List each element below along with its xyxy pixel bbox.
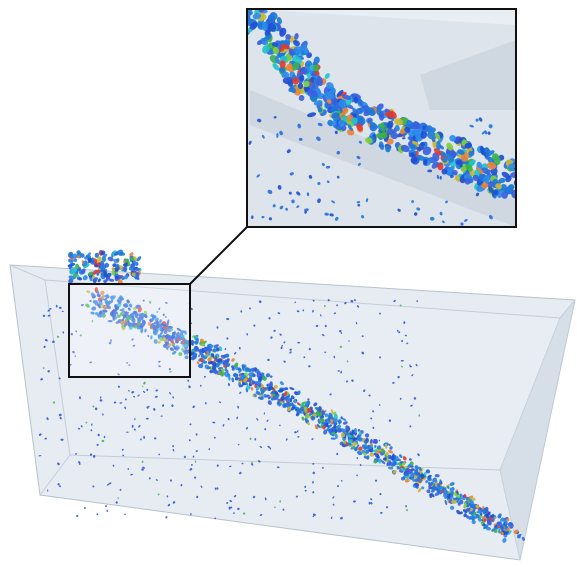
particle	[401, 360, 404, 362]
particle	[359, 439, 363, 442]
particle-render	[0, 0, 577, 567]
particle	[59, 307, 62, 309]
inset-marker	[69, 284, 190, 377]
particle	[205, 402, 207, 404]
particle	[76, 250, 80, 254]
particle	[285, 34, 291, 40]
particle	[206, 351, 208, 356]
zoom-panel	[229, 5, 526, 227]
particle	[154, 437, 157, 439]
particle	[280, 396, 284, 400]
particle	[276, 133, 278, 138]
